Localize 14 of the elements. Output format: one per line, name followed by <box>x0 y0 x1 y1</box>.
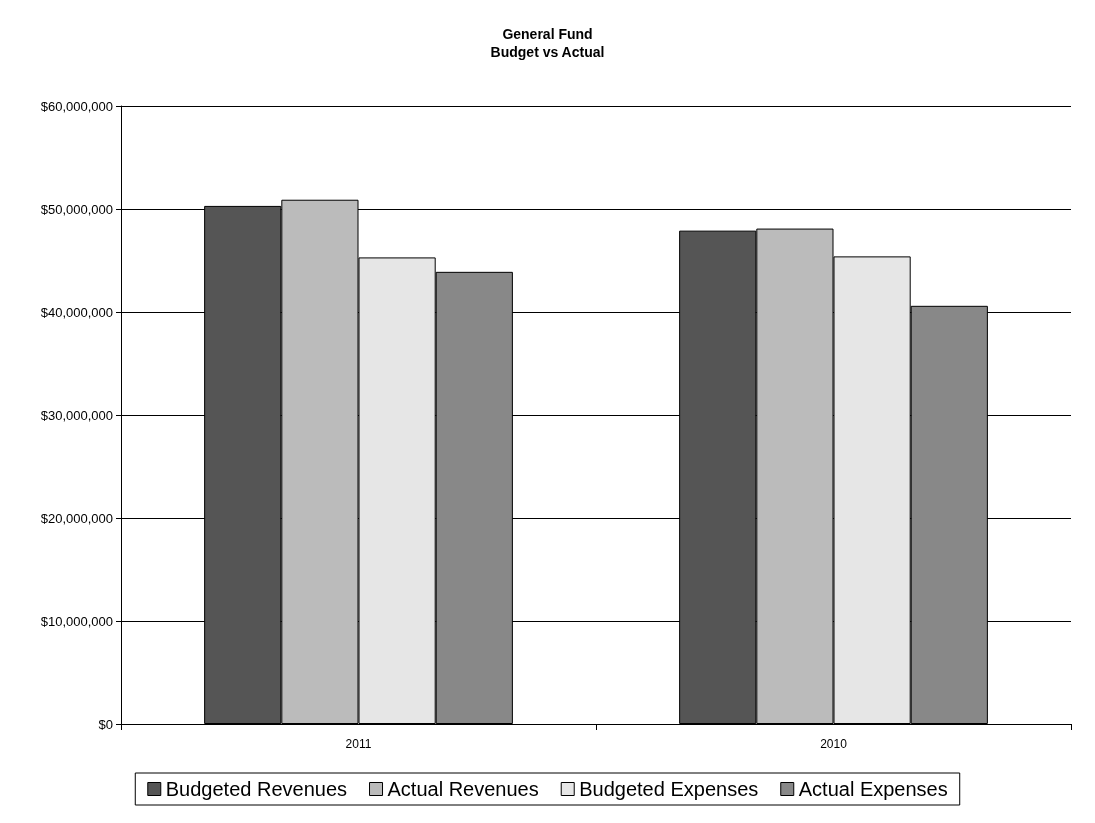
y-tick-label: $60,000,000 <box>40 98 113 114</box>
chart-title: General Fund Budget vs Actual <box>490 26 605 60</box>
y-tick-label: $10,000,000 <box>40 613 113 629</box>
y-tick-label: $30,000,000 <box>40 407 113 423</box>
y-tick-label: $20,000,000 <box>40 510 113 526</box>
y-tick-label: $0 <box>98 716 113 732</box>
legend-label: Actual Revenues <box>387 778 539 800</box>
y-tick-label: $50,000,000 <box>40 201 113 217</box>
x-tick-label: 2011 <box>345 737 372 751</box>
legend-label: Budgeted Revenues <box>165 778 348 800</box>
y-tick-label: $40,000,000 <box>40 304 113 320</box>
x-tick-label: 2010 <box>820 737 848 751</box>
legend-label: Actual Expenses <box>798 778 948 800</box>
legend-label: Budgeted Expenses <box>579 778 759 800</box>
